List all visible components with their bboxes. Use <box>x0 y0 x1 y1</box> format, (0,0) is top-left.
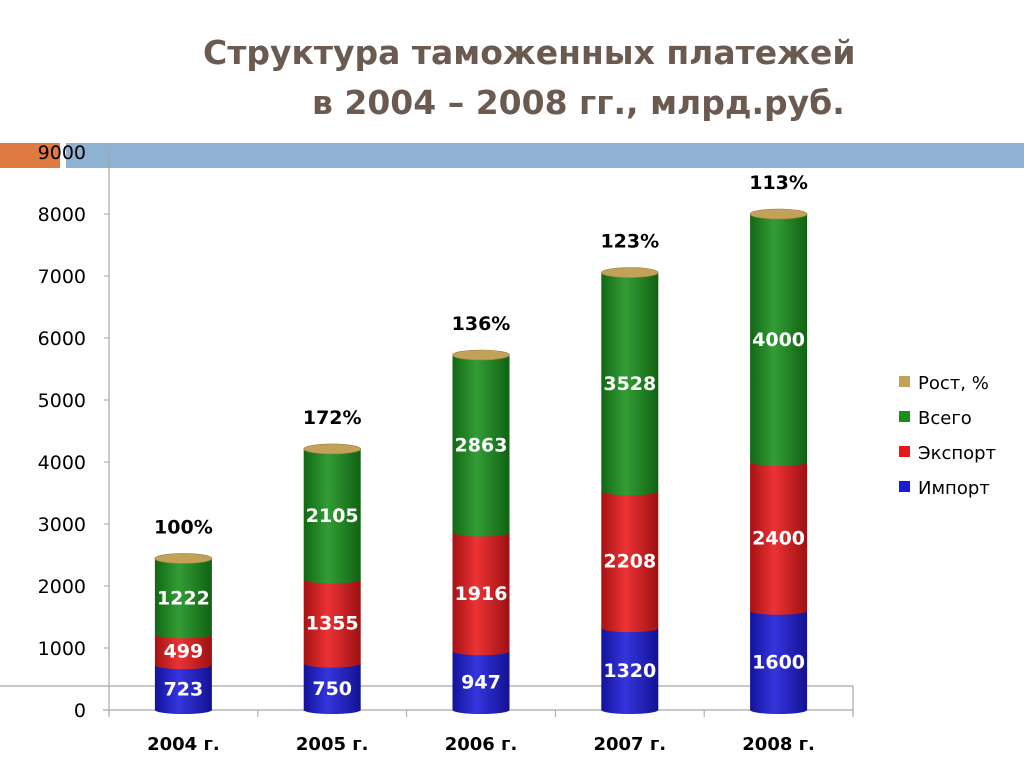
data-label: 2863 <box>455 435 508 457</box>
bar-segment <box>601 491 659 633</box>
legend-label: Всего <box>918 408 972 429</box>
bar-segment <box>452 354 510 537</box>
legend-label: Экспорт <box>918 443 996 464</box>
y-tick-label: 0 <box>74 700 86 722</box>
growth-label: 113% <box>749 172 808 194</box>
bar-segment <box>601 272 659 496</box>
x-tick-label: 2004 г. <box>147 734 220 755</box>
y-tick-label: 7000 <box>38 266 86 288</box>
bar-segment <box>750 214 808 466</box>
y-tick-label: 4000 <box>38 452 86 474</box>
x-tick-label: 2008 г. <box>742 734 815 755</box>
growth-label: 172% <box>303 407 362 429</box>
growth-label: 123% <box>600 231 659 253</box>
y-tick-label: 6000 <box>38 328 86 350</box>
legend-swatch <box>899 446 910 457</box>
growth-label: 136% <box>452 313 511 335</box>
bar-segment <box>452 651 510 714</box>
x-tick-label: 2007 г. <box>593 734 666 755</box>
bar-segment <box>154 634 212 670</box>
slide-title: Структура таможенных платежей в 2004 – 2… <box>0 28 1024 128</box>
data-label: 2208 <box>603 551 656 573</box>
bar-segment <box>303 448 361 584</box>
growth-label: 100% <box>154 516 213 538</box>
y-tick-label: 2000 <box>38 576 86 598</box>
bar-segment <box>750 462 808 615</box>
bar-segment <box>601 628 659 714</box>
bar-top-cap <box>303 443 362 455</box>
data-label: 1916 <box>455 583 508 605</box>
legend-label: Импорт <box>918 478 990 499</box>
bar-segment <box>452 532 510 656</box>
x-tick-label: 2005 г. <box>296 734 369 755</box>
data-label: 499 <box>164 641 204 663</box>
bar-top-cap <box>154 553 213 564</box>
header-band <box>66 143 1024 168</box>
bar-segment <box>303 579 361 668</box>
bar-segment <box>154 665 212 714</box>
data-label: 1320 <box>603 660 656 682</box>
bar-segment <box>750 610 808 714</box>
title-line-1: Структура таможенных платежей <box>203 33 856 72</box>
data-label: 1355 <box>306 612 359 634</box>
bar-top-cap <box>452 349 510 361</box>
y-tick-label: 5000 <box>38 390 86 412</box>
data-label: 2400 <box>752 527 805 549</box>
legend-label: Рост, % <box>918 373 989 394</box>
legend-swatch <box>899 376 910 387</box>
data-label: 1600 <box>752 651 805 673</box>
data-label: 750 <box>312 678 352 700</box>
data-label: 1222 <box>157 587 210 609</box>
x-tick-label: 2006 г. <box>445 734 518 755</box>
bar-top-cap <box>749 208 808 220</box>
data-label: 723 <box>164 679 204 701</box>
y-tick-label: 3000 <box>38 514 86 536</box>
legend-swatch <box>899 411 910 422</box>
bar-top-cap <box>600 267 659 278</box>
y-tick-label: 9000 <box>38 142 86 164</box>
data-label: 947 <box>461 672 501 694</box>
bar-segment <box>154 558 212 639</box>
data-label: 2105 <box>306 505 359 527</box>
header-accent <box>0 143 60 168</box>
title-line-2: в 2004 – 2008 гг., млрд.руб. <box>312 83 845 122</box>
data-label: 3528 <box>603 373 656 395</box>
y-tick-label: 8000 <box>38 204 86 226</box>
y-tick-label: 1000 <box>38 638 86 660</box>
data-label: 4000 <box>752 329 805 351</box>
legend-swatch <box>899 481 910 492</box>
bar-segment <box>303 663 361 714</box>
